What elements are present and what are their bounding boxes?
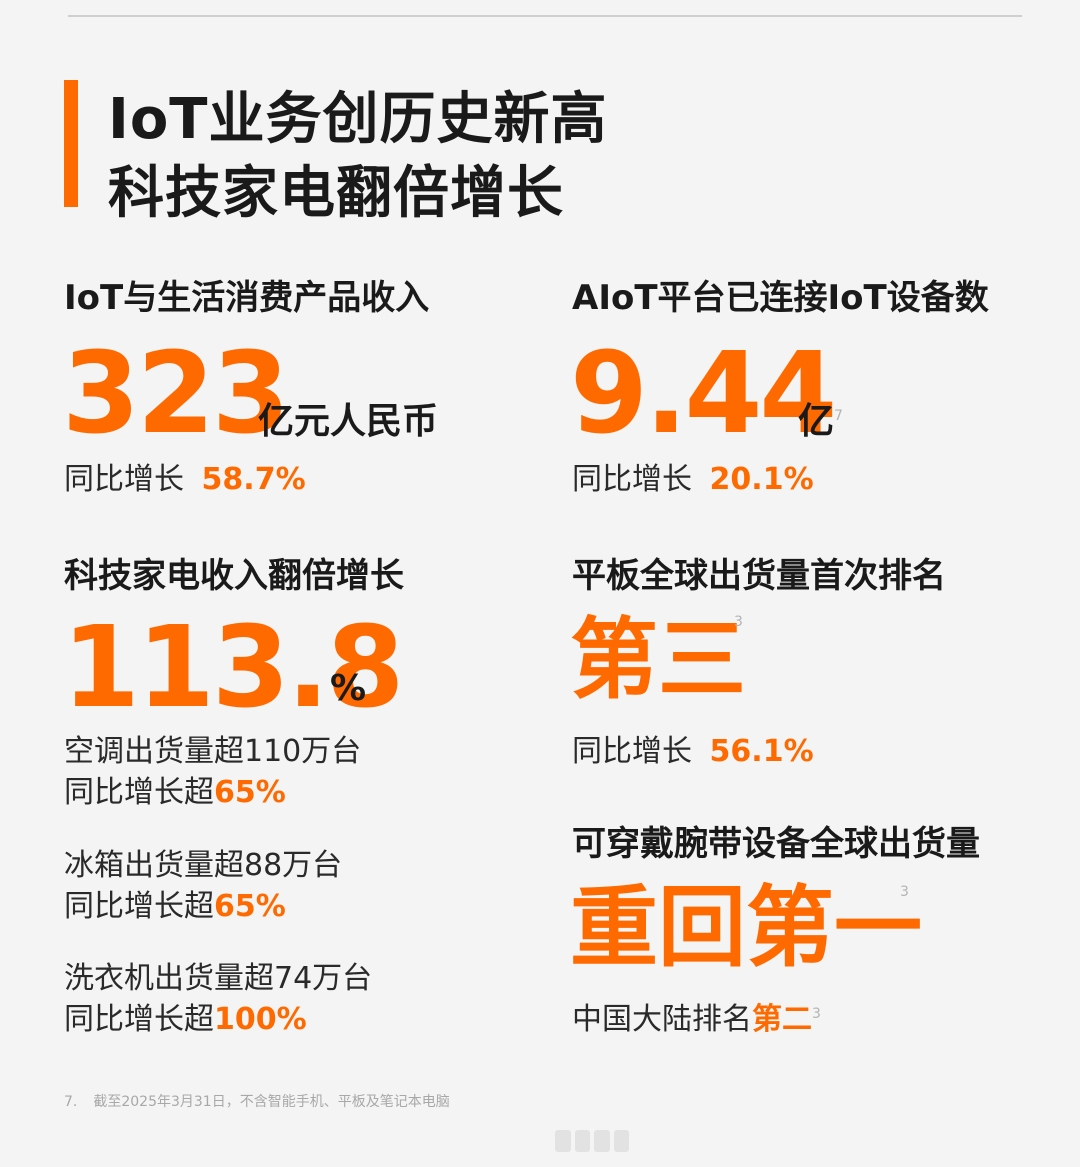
appliance-item-line: 洗衣机出货量超74万台 bbox=[64, 961, 373, 996]
footnote: 7. 截至2025年3月31日，不含智能手机、平板及笔记本电脑 bbox=[64, 1091, 450, 1111]
footnote-number: 7. bbox=[64, 1094, 78, 1110]
appliance-item-line: 冰箱出货量超88万台 bbox=[64, 848, 343, 883]
iot-revenue-heading: IoT与生活消费产品收入 bbox=[64, 278, 430, 318]
iot-revenue-unit: 亿元人民币 bbox=[258, 401, 439, 442]
aiot-footnote-ref: 7 bbox=[834, 408, 843, 424]
page-title-line-1: IoT业务创历史新高 bbox=[108, 87, 608, 152]
top-divider bbox=[68, 15, 1022, 17]
wearable-footnote-ref: 3 bbox=[900, 884, 909, 900]
aiot-metric: 9.44 bbox=[570, 338, 837, 450]
aiot-heading: AIoT平台已连接IoT设备数 bbox=[572, 278, 989, 318]
wearable-heading: 可穿戴腕带设备全球出货量 bbox=[572, 824, 980, 864]
aiot-unit-text: 亿 bbox=[798, 401, 835, 442]
iot-revenue-value: 323 bbox=[62, 329, 290, 459]
aiot-unit: 亿7 bbox=[798, 392, 843, 444]
growth-label: 同比增长超 bbox=[64, 775, 214, 810]
tablet-growth: 同比增长 56.1% bbox=[572, 726, 814, 770]
appliances-unit: % bbox=[330, 668, 367, 709]
title-accent-bar bbox=[64, 80, 78, 207]
appliance-item-growth: 同比增长超65% bbox=[64, 881, 286, 925]
growth-value: 65% bbox=[214, 889, 286, 924]
growth-label: 同比增长 bbox=[64, 462, 184, 497]
wearable-china-rank: 中国大陆排名第二3 bbox=[572, 994, 821, 1038]
growth-label: 同比增长 bbox=[572, 734, 692, 769]
tablet-heading: 平板全球出货量首次排名 bbox=[572, 556, 946, 596]
appliance-item-growth: 同比增长超65% bbox=[64, 767, 286, 811]
appliances-heading: 科技家电收入翻倍增长 bbox=[64, 556, 404, 596]
tablet-footnote-ref: 3 bbox=[734, 614, 743, 630]
growth-value: 20.1% bbox=[709, 462, 814, 497]
china-rank-value: 第二 bbox=[752, 1002, 812, 1037]
watermark bbox=[555, 1130, 629, 1152]
china-rank-label: 中国大陆排名 bbox=[572, 1002, 752, 1037]
aiot-value: 9.44 bbox=[570, 329, 837, 459]
appliance-item-line: 空调出货量超110万台 bbox=[64, 734, 362, 769]
growth-value: 58.7% bbox=[201, 462, 306, 497]
iot-revenue-metric: 323 bbox=[62, 338, 290, 450]
growth-label: 同比增长 bbox=[572, 462, 692, 497]
tablet-metric: 第三 bbox=[570, 616, 746, 704]
appliances-metric: 113.8 bbox=[62, 612, 404, 724]
appliance-item-growth: 同比增长超100% bbox=[64, 994, 307, 1038]
growth-value: 100% bbox=[214, 1002, 307, 1037]
aiot-growth: 同比增长 20.1% bbox=[572, 454, 814, 498]
wearable-metric: 重回第一 bbox=[570, 884, 922, 972]
tablet-rank: 第三 bbox=[570, 608, 747, 711]
growth-value: 56.1% bbox=[709, 734, 814, 769]
growth-label: 同比增长超 bbox=[64, 1002, 214, 1037]
footnote-text: 截至2025年3月31日，不含智能手机、平板及笔记本电脑 bbox=[93, 1094, 450, 1110]
growth-label: 同比增长超 bbox=[64, 889, 214, 924]
china-footnote-ref: 3 bbox=[812, 1006, 821, 1022]
iot-revenue-growth: 同比增长 58.7% bbox=[64, 454, 306, 498]
appliances-value: 113.8 bbox=[62, 603, 404, 733]
page-title-line-2: 科技家电翻倍增长 bbox=[108, 161, 564, 226]
growth-value: 65% bbox=[214, 775, 286, 810]
wearable-rank: 重回第一 bbox=[570, 876, 923, 979]
